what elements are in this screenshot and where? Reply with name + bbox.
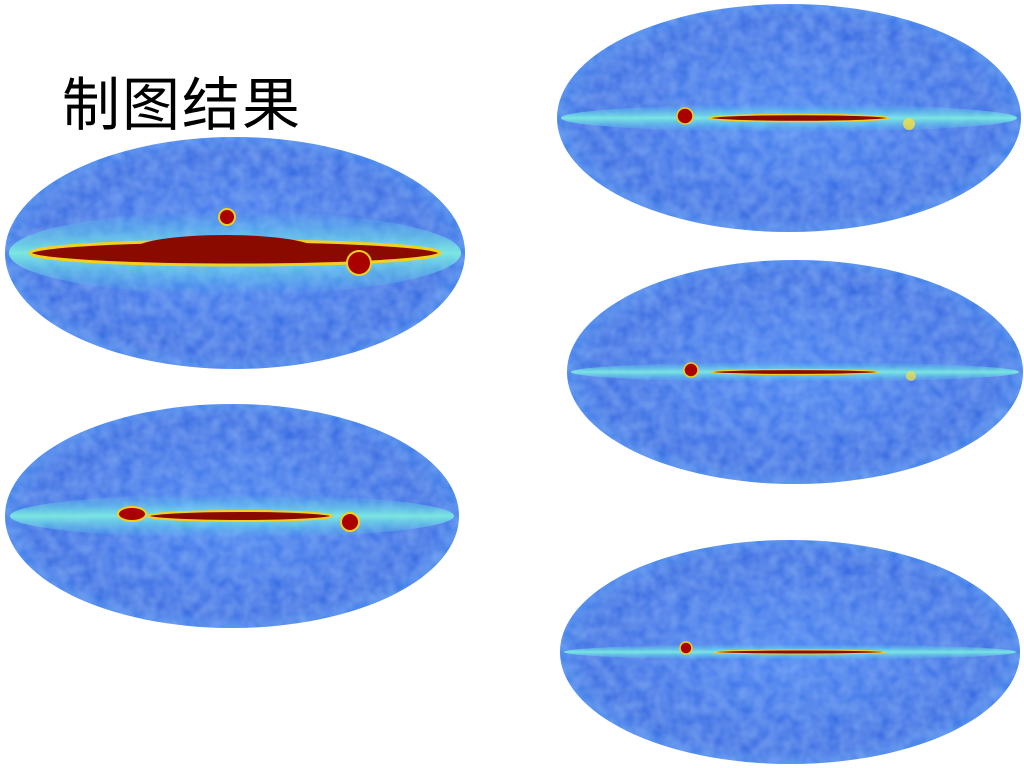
hot-spot [906,371,916,381]
galactic-plane [708,113,890,123]
galactic-plane [713,649,887,655]
galactic-plane [135,235,315,263]
sky-map [560,540,1020,764]
hot-spot [117,506,147,522]
hot-spot [679,641,693,655]
slide-title: 制图结果 [62,71,303,139]
sky-map [5,137,465,369]
galactic-plane [147,510,333,522]
hot-spot [903,118,915,130]
sky-map [557,4,1021,232]
hot-spot [340,512,360,532]
hot-spot [346,250,372,276]
sky-map [5,404,459,628]
hot-spot [683,362,699,378]
galactic-plane [710,368,880,376]
sky-map [567,260,1023,484]
hot-spot [676,107,694,125]
hot-spot [218,208,236,226]
